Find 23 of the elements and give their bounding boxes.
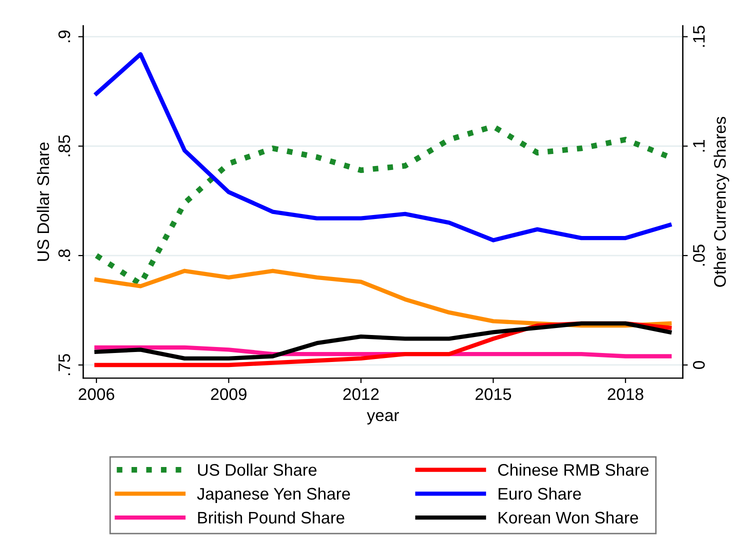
y-axis-title: US Dollar Share bbox=[36, 142, 50, 261]
x-tick-label: 2006 bbox=[78, 388, 114, 400]
legend-label: Chinese RMB Share bbox=[498, 464, 648, 476]
x-tick-label: 2012 bbox=[343, 388, 379, 400]
line-series bbox=[94, 52, 672, 242]
y2-tick-label: 0 bbox=[692, 361, 705, 369]
x-tick-label: 2018 bbox=[608, 388, 644, 400]
legend-label: Japanese Yen Share bbox=[197, 487, 350, 503]
y2-tick-label: .15 bbox=[693, 26, 705, 47]
legend-label: British Pound Share bbox=[198, 511, 344, 524]
legend-label: Korean Won Share bbox=[498, 511, 638, 524]
y2-tick-label: .1 bbox=[693, 140, 705, 152]
legend-label: US Dollar Share bbox=[198, 464, 316, 476]
legend-label: Euro Share bbox=[498, 487, 581, 500]
y2-axis-title: Other Currency Shares bbox=[714, 116, 730, 287]
y-tick-label: .75 bbox=[58, 354, 70, 376]
x-axis-title: year bbox=[366, 412, 399, 424]
y-tick-label: .9 bbox=[58, 30, 70, 42]
y-tick-label: .85 bbox=[58, 135, 70, 156]
x-tick-label: 2015 bbox=[476, 388, 512, 400]
y-tick-label: .8 bbox=[58, 249, 70, 261]
y2-tick-label: .05 bbox=[692, 244, 705, 266]
x-tick-label: 2009 bbox=[211, 388, 246, 400]
